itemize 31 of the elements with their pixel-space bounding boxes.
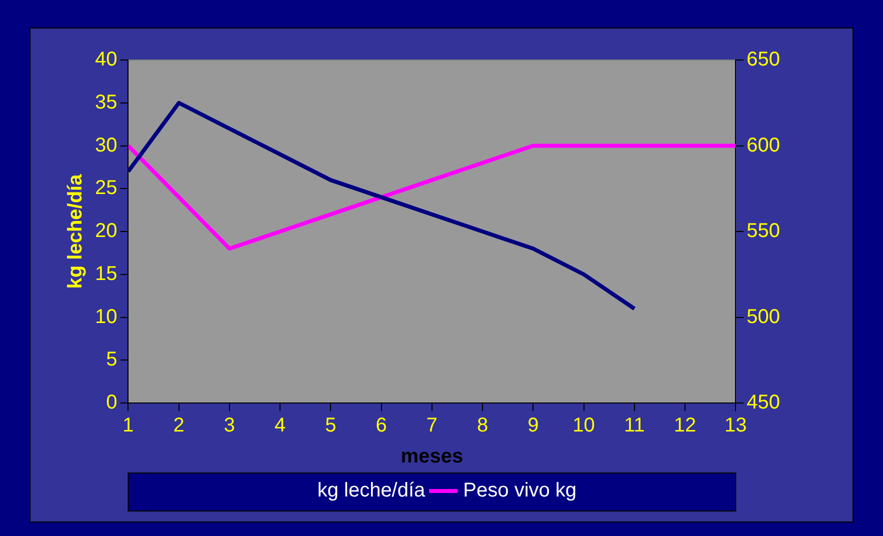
y-axis-title: kg leche/día xyxy=(64,173,87,289)
y2-tick-label: 650 xyxy=(746,48,780,71)
y-tick-label: 0 xyxy=(106,392,118,414)
y-tick-label: 35 xyxy=(94,91,118,114)
y-tick-label: 5 xyxy=(106,348,118,371)
y-tick-label: 10 xyxy=(94,306,118,328)
x-tick-label: 1 xyxy=(122,414,134,437)
x-tick-label: 9 xyxy=(528,414,539,437)
y2-tick-label: 600 xyxy=(746,134,780,156)
y-tick-label: 20 xyxy=(94,220,118,242)
x-tick-label: 6 xyxy=(376,414,387,437)
x-tick-label: 10 xyxy=(572,414,595,437)
y2-tick-label: 450 xyxy=(746,392,780,414)
y-tick-label: 15 xyxy=(94,262,118,285)
text: kg leche/día xyxy=(317,480,426,502)
y-tick-label: 25 xyxy=(94,177,118,200)
x-tick-label: 8 xyxy=(476,414,488,437)
x-tick-label: 3 xyxy=(224,414,236,437)
y2-tick-label: 550 xyxy=(746,220,780,242)
y-tick-label: 40 xyxy=(94,48,118,71)
x-tick-label: 7 xyxy=(426,414,438,437)
legend-label: Peso vivo kg xyxy=(463,480,577,502)
x-tick-label: 12 xyxy=(674,414,696,437)
x-tick-label: 5 xyxy=(325,414,336,437)
y-tick-label: 30 xyxy=(94,134,118,156)
x-tick-label: 2 xyxy=(173,414,184,437)
x-axis-title: meses xyxy=(400,446,464,468)
x-tick-label: 4 xyxy=(274,414,286,437)
x-tick-label: 11 xyxy=(624,414,645,437)
y2-tick-label: 500 xyxy=(746,306,780,328)
x-tick-label: 13 xyxy=(724,414,747,437)
